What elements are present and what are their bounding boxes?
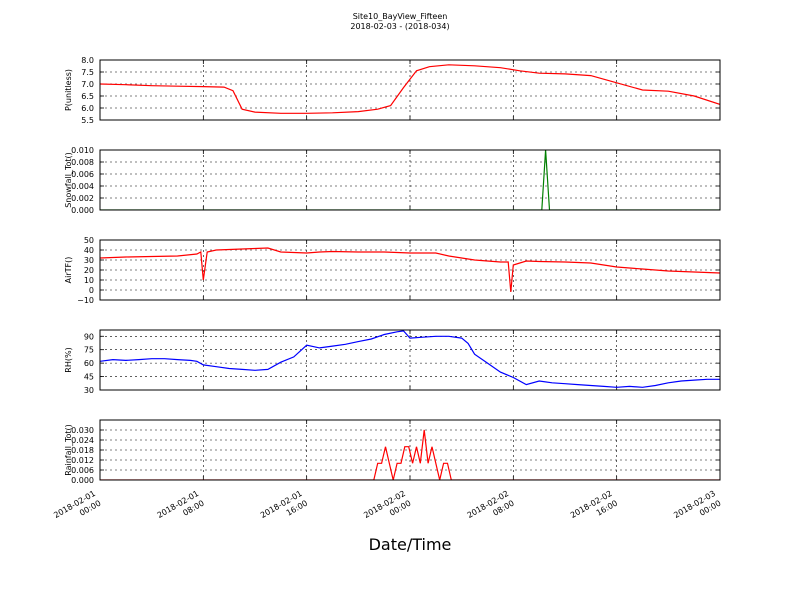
- y-tick-label: 0.010: [71, 146, 94, 155]
- y-tick-label: 0: [89, 286, 94, 295]
- y-tick-label: 10: [84, 276, 94, 285]
- subplot-4: 30 45 60 75 90 RH(%): [64, 329, 721, 395]
- y-axis-label: AirTF(): [64, 257, 73, 284]
- y-tick-label: 6.5: [81, 92, 94, 101]
- y-tick-label: 7.5: [81, 68, 94, 77]
- plot-frame: [99, 329, 721, 391]
- y-tick-label: 0.006: [71, 466, 94, 475]
- subplot-1: 5.5 6.0 6.5 7.0 7.5 8.0 P(unitless): [64, 56, 721, 125]
- y-tick-label: 5.5: [81, 116, 94, 125]
- y-tick-label: 0.012: [71, 456, 94, 465]
- x-tick-label: 2018-02-0200:00: [362, 489, 412, 530]
- y-tick-label: 50: [84, 236, 94, 245]
- y-axis-label: P(unitless): [64, 69, 73, 111]
- y-tick-label: 60: [84, 359, 94, 368]
- y-tick-label: 30: [84, 256, 94, 265]
- y-tick-label: 0.000: [71, 476, 94, 485]
- x-tick-label: 2018-02-0208:00: [466, 489, 516, 530]
- y-tick-label: 20: [84, 266, 94, 275]
- figure-title-line2: 2018-02-03 - (2018-034): [350, 22, 449, 31]
- y-tick-label: 30: [84, 386, 94, 395]
- subplot-5: 0.0000.0060.0120.0180.0240.030Rainfall_T…: [64, 419, 721, 485]
- y-tick-label: 90: [84, 332, 94, 341]
- series-line: [100, 247, 720, 293]
- series-line: [100, 429, 720, 480]
- y-tick-label: 0.000: [71, 206, 94, 215]
- plot-frame: [99, 239, 721, 301]
- y-tick-label: 6.0: [81, 104, 94, 113]
- y-tick-label: 7.0: [81, 80, 94, 89]
- y-axis-label: RH(%): [64, 347, 73, 372]
- x-axis-label: Date/Time: [369, 535, 452, 554]
- plot-frame: [99, 59, 721, 121]
- y-tick-label: 45: [84, 373, 94, 382]
- y-tick-label: 40: [84, 246, 94, 255]
- x-tick-label: 2018-02-0300:00: [672, 489, 722, 530]
- plot-frame: [99, 419, 721, 481]
- subplots: 5.56.06.57.07.58.0P(unitless)0.0000.0020…: [64, 56, 721, 485]
- series-line: [100, 64, 720, 114]
- y-tick-label: −10: [77, 296, 94, 305]
- x-tick-label: 2018-02-0216:00: [569, 489, 619, 530]
- y-tick-label: 0.024: [71, 436, 94, 445]
- x-tick-label: 2018-02-0100:00: [52, 489, 102, 530]
- y-tick-label: 0.030: [71, 426, 94, 435]
- plot-frame: [99, 149, 721, 211]
- y-tick-label: 0.008: [71, 158, 94, 167]
- series-line: [100, 330, 720, 388]
- y-tick-label: 75: [84, 346, 94, 355]
- subplot-2: 0.000 0.002 0.004 0.006 0.008 0.010Snowfall_T…: [64, 146, 721, 215]
- y-tick-label: 8.0: [81, 56, 94, 65]
- x-tick-label: 2018-02-0108:00: [156, 489, 206, 530]
- y-tick-label: 0.018: [71, 446, 94, 455]
- y-tick-label: 0.006: [71, 170, 94, 179]
- y-tick-label: 0.004: [71, 182, 94, 191]
- y-axis-label: Rainfall_Tot(): [64, 424, 73, 476]
- figure-title-line1: Site10_BayView_Fifteen: [353, 12, 448, 21]
- x-tick-labels: 2018-02-0100:00 2018-02-0108:00 2018-02-01…: [52, 489, 722, 530]
- x-tick-label: 2018-02-0116:00: [259, 489, 309, 530]
- y-tick-label: 0.002: [71, 194, 94, 203]
- y-axis-label: Snowfall_Tot(): [64, 152, 73, 208]
